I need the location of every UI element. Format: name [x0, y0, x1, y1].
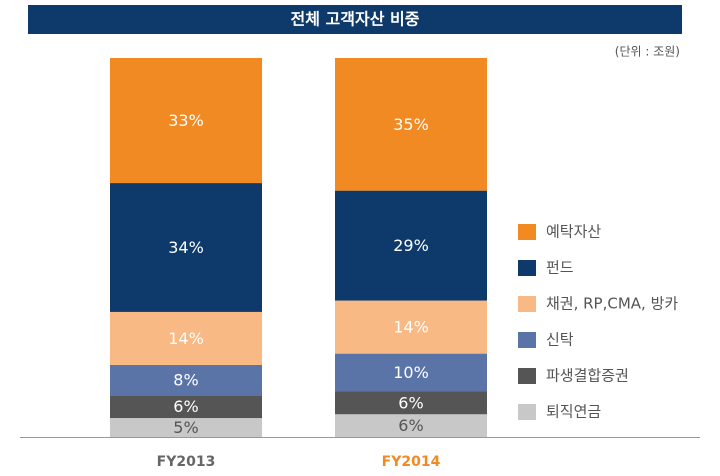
data-label: 6% — [173, 397, 198, 416]
legend-swatch — [518, 260, 536, 276]
data-label: 29% — [393, 236, 429, 255]
legend-label: 펀드 — [546, 259, 574, 277]
bar-segment — [110, 364, 262, 396]
title-band — [28, 5, 682, 34]
data-label: 5% — [173, 418, 198, 437]
data-label: 8% — [173, 371, 198, 390]
bar-segment — [110, 183, 262, 312]
bar-segment — [110, 311, 262, 365]
data-label: 6% — [398, 393, 423, 412]
legend-swatch — [518, 332, 536, 348]
legend-swatch — [518, 224, 536, 240]
chart-title: 전체 고객자산 비중 — [291, 10, 420, 29]
bar-segment — [335, 353, 487, 392]
bar-segment — [335, 391, 487, 415]
data-label: 35% — [393, 115, 429, 134]
bar-segment — [335, 58, 487, 191]
x-tick-label: FY2013 — [157, 454, 216, 470]
data-label: 14% — [393, 318, 429, 337]
bar-segment — [335, 190, 487, 301]
data-label: 34% — [168, 238, 204, 257]
data-label: 14% — [168, 329, 204, 348]
data-label: 6% — [398, 416, 423, 435]
bar-segment — [335, 414, 487, 437]
data-label: 10% — [393, 363, 429, 382]
bar-segment — [110, 418, 262, 437]
data-label: 33% — [168, 111, 204, 130]
legend-label: 파생결합증권 — [546, 367, 629, 385]
legend-swatch — [518, 404, 536, 420]
bar-segment — [335, 300, 487, 354]
x-tick-label: FY2014 — [382, 454, 441, 470]
legend-label: 퇴직연금 — [546, 403, 601, 421]
legend-swatch — [518, 368, 536, 384]
unit-label: (단위 : 조원) — [615, 45, 680, 59]
legend-label: 예탁자산 — [546, 223, 601, 241]
legend-label: 신탁 — [546, 331, 574, 349]
legend-swatch — [518, 296, 536, 312]
bar-segment — [110, 395, 262, 419]
legend-label: 채권, RP,CMA, 방카 — [546, 295, 678, 313]
bar-segment — [110, 58, 262, 184]
